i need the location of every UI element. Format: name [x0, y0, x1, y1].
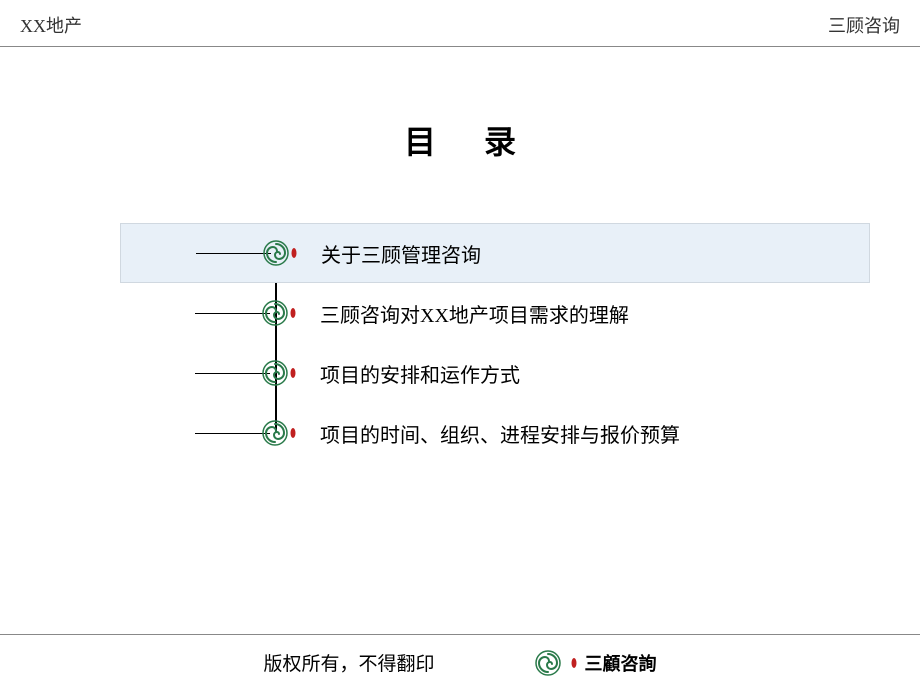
- connector-line: [195, 373, 270, 374]
- header-left: XX地产: [20, 12, 82, 38]
- footer-logo-text: 三顧咨詢: [585, 650, 657, 676]
- footer-logo: 三顧咨詢: [535, 650, 657, 676]
- toc-list: 关于三顾管理咨询 三顾咨询对XX地产项目需求的理解 项目的安排和运作方式 项目的…: [120, 223, 920, 463]
- swirl-icon: [262, 420, 296, 446]
- copyright-text: 版权所有，不得翻印: [263, 649, 434, 676]
- connector-line: [195, 313, 270, 314]
- header-right: 三顾咨询: [828, 12, 900, 38]
- connector-line: [195, 433, 270, 434]
- toc-item-label: 项目的安排和运作方式: [320, 359, 520, 388]
- toc-item-label: 三顾咨询对XX地产项目需求的理解: [320, 299, 629, 328]
- swirl-icon: [535, 650, 561, 676]
- red-accent-icon: [571, 657, 577, 669]
- footer: 版权所有，不得翻印 三顧咨詢: [0, 634, 920, 690]
- toc-item: 三顾咨询对XX地产项目需求的理解: [120, 283, 920, 343]
- toc-item: 项目的安排和运作方式: [120, 343, 920, 403]
- connector-line: [196, 253, 271, 254]
- toc-item-label: 项目的时间、组织、进程安排与报价预算: [320, 419, 680, 448]
- toc-item: 项目的时间、组织、进程安排与报价预算: [120, 403, 920, 463]
- swirl-icon: [262, 360, 296, 386]
- page-title: 目 录: [0, 117, 920, 163]
- header: XX地产 三顾咨询: [0, 0, 920, 47]
- toc-item: 关于三顾管理咨询: [120, 223, 870, 283]
- swirl-icon: [262, 300, 296, 326]
- toc-item-label: 关于三顾管理咨询: [321, 239, 481, 268]
- swirl-icon: [263, 240, 297, 266]
